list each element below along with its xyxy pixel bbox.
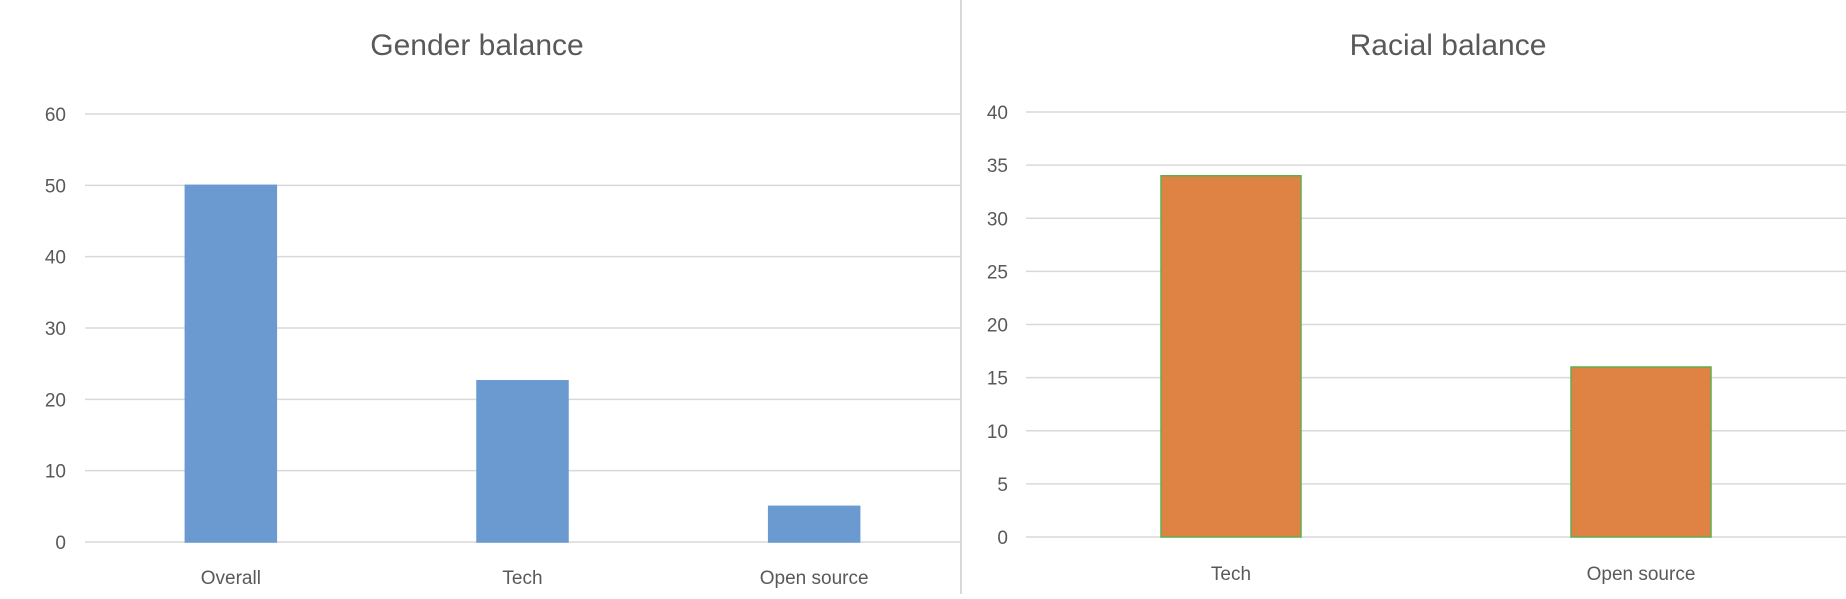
y-tick-label: 60 bbox=[45, 105, 66, 126]
racial-balance-chart: Racial balance 0 5 10 15 20 25 30 35 40 Tech Open s… bbox=[987, 29, 1846, 585]
y-tick-label: 50 bbox=[45, 176, 66, 197]
y-tick-label: 40 bbox=[45, 248, 66, 269]
y-tick-label: 30 bbox=[987, 209, 1008, 230]
gender-balance-chart: Gender balance 0 10 20 30 40 50 60 Overall Tech Op… bbox=[45, 29, 960, 589]
x-tick-label: Open source bbox=[1587, 564, 1696, 585]
bar-overall bbox=[184, 184, 278, 543]
y-tick-label: 20 bbox=[45, 390, 66, 411]
y-tick-label: 5 bbox=[997, 475, 1008, 496]
y-tick-label: 25 bbox=[987, 262, 1008, 283]
chart-title: Racial balance bbox=[1350, 29, 1547, 62]
x-tick-label: Open source bbox=[760, 568, 869, 589]
y-tick-label: 10 bbox=[45, 462, 66, 483]
y-tick-label: 15 bbox=[987, 369, 1008, 390]
x-tick-label: Tech bbox=[502, 568, 542, 589]
bar-tech bbox=[476, 380, 569, 543]
y-tick-label: 30 bbox=[45, 319, 66, 340]
chart-title: Gender balance bbox=[370, 29, 584, 62]
y-tick-label: 10 bbox=[987, 422, 1008, 443]
x-tick-label: Tech bbox=[1211, 564, 1251, 585]
bar-tech bbox=[1160, 175, 1302, 538]
y-tick-label: 40 bbox=[987, 103, 1008, 124]
bar-open-source bbox=[1570, 366, 1712, 538]
x-tick-label: Overall bbox=[201, 568, 261, 589]
y-tick-label: 35 bbox=[987, 156, 1008, 177]
y-tick-label: 20 bbox=[987, 316, 1008, 337]
y-tick-label: 0 bbox=[997, 528, 1008, 549]
y-tick-label: 0 bbox=[55, 533, 66, 554]
bar-open-source bbox=[767, 505, 861, 543]
